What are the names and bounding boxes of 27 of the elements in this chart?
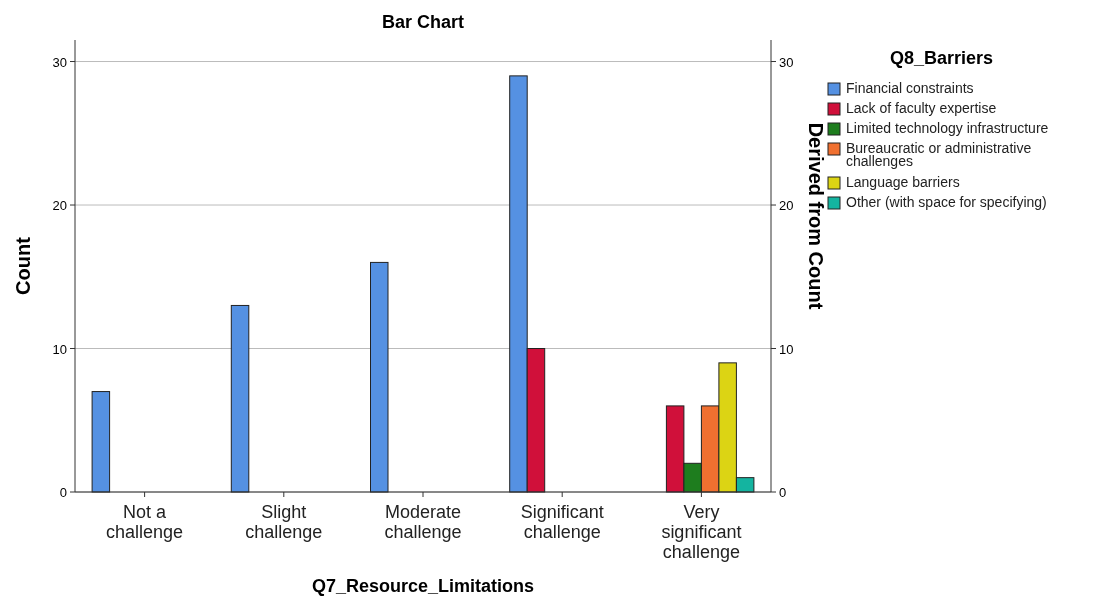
x-axis-title: Q7_Resource_Limitations (311, 576, 535, 596)
x-tick-label: Very significant challenge (661, 502, 742, 562)
x-tick-label: Not a challenge (106, 502, 184, 542)
y2-tick-label: 20 (779, 198, 794, 214)
bar (91, 391, 111, 493)
x-tick-label: Moderate challenge (384, 502, 462, 542)
legend-title: Q8_Barriers (890, 48, 994, 68)
legend-label: Bureaucratic or administrative challenges (846, 140, 1032, 169)
legend-label: Financial constraints (846, 80, 974, 96)
y2-axis-title: Derived from Count (805, 122, 827, 310)
legend-label: Language barriers (846, 174, 960, 190)
legend-label: Lack of faculty expertise (846, 100, 997, 116)
y-tick-label: 30 (52, 54, 67, 70)
y2-tick-label: 10 (779, 341, 794, 357)
y2-tick-label: 0 (779, 485, 787, 500)
y2-tick-label: 30 (779, 54, 794, 70)
y-tick-label: 10 (52, 341, 67, 357)
y-tick-label: 0 (59, 485, 67, 500)
bar (370, 261, 389, 493)
x-tick-label: Slight challenge (245, 502, 323, 542)
chart-title: Bar Chart (381, 12, 465, 32)
x-tick-label: Significant challenge (520, 502, 604, 542)
legend-label: Other (with space for specifying) (846, 194, 1047, 210)
legend-label: Limited technology infrastructure (846, 120, 1049, 136)
bar (230, 304, 250, 493)
y-axis-title: Count (12, 236, 34, 295)
y-tick-label: 20 (52, 198, 67, 214)
